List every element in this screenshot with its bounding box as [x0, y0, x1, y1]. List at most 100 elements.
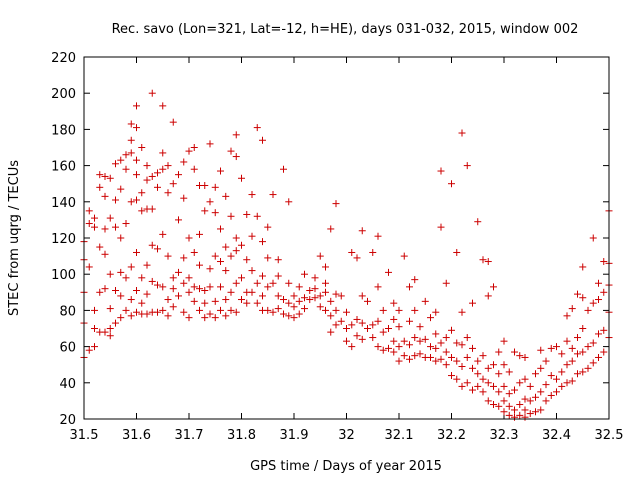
- data-point: [222, 296, 230, 304]
- data-point: [558, 350, 566, 358]
- data-point: [206, 265, 214, 273]
- data-point: [600, 326, 608, 334]
- data-point: [217, 167, 224, 175]
- data-point: [332, 306, 340, 314]
- data-point: [348, 343, 356, 351]
- data-point: [243, 210, 251, 218]
- data-point: [411, 306, 419, 314]
- data-point: [327, 225, 335, 233]
- data-point: [164, 252, 172, 260]
- data-point: [264, 283, 272, 291]
- y-tick-label: 120: [51, 232, 76, 247]
- data-point: [127, 120, 135, 128]
- data-point: [127, 136, 135, 144]
- data-point: [374, 232, 382, 240]
- data-point: [143, 290, 151, 298]
- y-tick-label: 40: [59, 377, 76, 392]
- data-point: [442, 279, 450, 287]
- data-point: [547, 372, 555, 380]
- data-point: [416, 337, 424, 345]
- data-point: [406, 355, 413, 363]
- data-point: [532, 408, 539, 416]
- y-tick-label: 80: [59, 304, 76, 319]
- data-point: [185, 147, 193, 155]
- data-point: [154, 183, 161, 191]
- data-point: [584, 364, 592, 372]
- data-point: [516, 352, 524, 360]
- data-point: [91, 214, 98, 222]
- data-point: [301, 270, 308, 278]
- data-point: [458, 341, 466, 349]
- data-point: [274, 256, 282, 264]
- data-point: [85, 346, 93, 354]
- data-point: [164, 189, 172, 197]
- data-point: [427, 353, 434, 361]
- data-point: [379, 346, 387, 354]
- data-point: [563, 312, 571, 320]
- data-point: [180, 308, 188, 316]
- data-point: [574, 290, 581, 298]
- data-point: [169, 303, 177, 311]
- data-point: [175, 171, 182, 179]
- data-point: [469, 364, 476, 372]
- data-point: [169, 285, 177, 293]
- data-point: [117, 314, 125, 322]
- data-point: [369, 334, 377, 342]
- y-tick-label: 100: [51, 268, 76, 283]
- data-point: [101, 285, 109, 293]
- data-point: [437, 339, 445, 347]
- data-point: [521, 375, 529, 383]
- data-point: [332, 290, 340, 298]
- data-point: [563, 337, 571, 345]
- data-point: [542, 381, 550, 389]
- data-point: [406, 283, 413, 291]
- data-point: [85, 263, 93, 271]
- data-point: [185, 314, 193, 322]
- data-point: [154, 308, 161, 316]
- data-point: [169, 180, 177, 188]
- x-tick-label: 32.5: [595, 428, 624, 443]
- data-point: [248, 191, 256, 199]
- data-point: [484, 258, 492, 266]
- data-point: [290, 303, 298, 311]
- data-point: [127, 263, 135, 271]
- data-point: [316, 292, 324, 300]
- data-point: [91, 223, 98, 231]
- data-point: [148, 89, 156, 97]
- data-point: [143, 310, 151, 318]
- data-point: [133, 124, 140, 132]
- data-point: [327, 297, 335, 305]
- data-point: [568, 344, 576, 352]
- data-point: [327, 328, 335, 336]
- data-point: [91, 306, 98, 314]
- data-point: [479, 256, 487, 264]
- data-point: [595, 279, 602, 287]
- data-point: [579, 263, 587, 271]
- data-point: [227, 212, 235, 220]
- data-point: [553, 388, 560, 396]
- data-point: [379, 306, 387, 314]
- data-point: [500, 408, 508, 416]
- data-point: [343, 325, 350, 332]
- data-point: [589, 299, 597, 307]
- data-point: [437, 167, 445, 175]
- data-point: [201, 182, 209, 190]
- data-point: [127, 296, 135, 304]
- data-point: [484, 397, 492, 405]
- data-point: [563, 361, 571, 369]
- data-point: [421, 297, 429, 305]
- data-point: [484, 379, 492, 387]
- data-point: [133, 248, 140, 256]
- data-point: [91, 343, 98, 351]
- data-point: [547, 391, 555, 399]
- data-point: [143, 176, 151, 184]
- data-point: [290, 292, 298, 300]
- data-point: [164, 162, 172, 170]
- data-point: [201, 286, 209, 294]
- data-point: [85, 207, 93, 215]
- data-point: [495, 370, 503, 378]
- data-point: [117, 156, 125, 164]
- data-point: [343, 337, 350, 345]
- data-point: [238, 274, 245, 282]
- data-point: [106, 270, 114, 278]
